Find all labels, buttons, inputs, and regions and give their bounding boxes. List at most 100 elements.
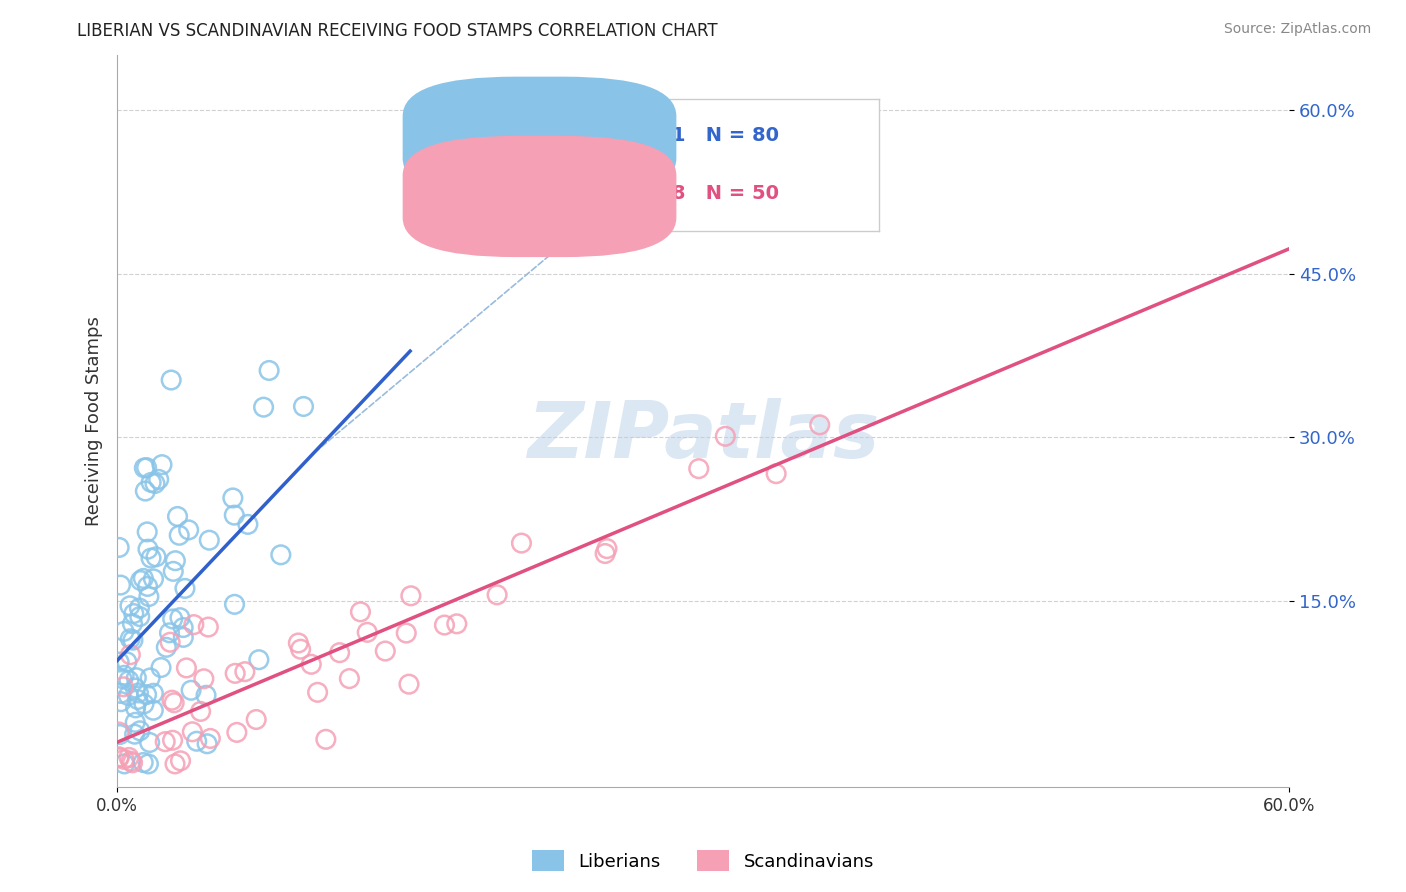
Point bbox=[224, 508, 246, 523]
Point bbox=[808, 417, 831, 432]
Point bbox=[287, 636, 309, 650]
Point bbox=[329, 646, 352, 660]
Point bbox=[108, 751, 131, 765]
Point bbox=[124, 715, 146, 730]
Point bbox=[125, 671, 148, 685]
Point bbox=[108, 541, 131, 555]
Point bbox=[245, 713, 267, 727]
Point bbox=[110, 578, 132, 592]
Point bbox=[349, 605, 371, 619]
Point bbox=[127, 686, 149, 700]
Point bbox=[121, 756, 143, 770]
Point bbox=[292, 400, 315, 414]
Point bbox=[257, 363, 280, 377]
Point bbox=[117, 689, 139, 703]
Point bbox=[150, 660, 173, 674]
Point bbox=[142, 572, 165, 586]
Point bbox=[247, 653, 270, 667]
Point bbox=[433, 618, 456, 632]
Point bbox=[108, 725, 131, 739]
Point bbox=[118, 599, 141, 613]
Point bbox=[172, 621, 194, 635]
Point bbox=[143, 476, 166, 491]
Point bbox=[167, 528, 190, 542]
Point bbox=[124, 727, 146, 741]
Point bbox=[165, 554, 187, 568]
Point bbox=[139, 475, 162, 490]
Point bbox=[714, 429, 737, 443]
Point bbox=[160, 693, 183, 707]
Point bbox=[174, 582, 197, 596]
Point bbox=[446, 616, 468, 631]
Point bbox=[127, 692, 149, 706]
Point bbox=[162, 612, 184, 626]
Point bbox=[139, 551, 162, 566]
Point bbox=[112, 756, 135, 771]
Point bbox=[233, 665, 256, 679]
Point bbox=[135, 460, 157, 475]
Point bbox=[112, 680, 135, 694]
Point bbox=[593, 547, 616, 561]
Point bbox=[399, 589, 422, 603]
Point bbox=[128, 601, 150, 615]
Point bbox=[172, 631, 194, 645]
Point bbox=[596, 541, 619, 556]
Point bbox=[118, 750, 141, 764]
Point bbox=[120, 632, 142, 646]
Point bbox=[112, 624, 135, 639]
Point bbox=[315, 732, 337, 747]
Point bbox=[198, 533, 221, 548]
Point bbox=[169, 754, 191, 768]
Point bbox=[252, 400, 274, 414]
Point bbox=[121, 616, 143, 631]
Point bbox=[159, 625, 181, 640]
Point bbox=[160, 373, 183, 387]
Point bbox=[132, 756, 155, 770]
Point bbox=[129, 574, 152, 588]
Point bbox=[139, 671, 162, 685]
Point bbox=[486, 588, 509, 602]
Point bbox=[111, 672, 134, 686]
Point bbox=[270, 548, 292, 562]
Point bbox=[112, 752, 135, 766]
Point bbox=[197, 620, 219, 634]
Point bbox=[356, 625, 378, 640]
Point bbox=[290, 642, 312, 657]
Point bbox=[398, 677, 420, 691]
Text: Source: ZipAtlas.com: Source: ZipAtlas.com bbox=[1223, 22, 1371, 37]
Point bbox=[120, 754, 142, 768]
Point bbox=[108, 727, 131, 741]
Point bbox=[138, 735, 160, 749]
Point bbox=[159, 635, 181, 649]
Point bbox=[110, 695, 132, 709]
Point bbox=[128, 609, 150, 624]
Point bbox=[510, 536, 533, 550]
Point bbox=[124, 681, 146, 695]
Point bbox=[395, 626, 418, 640]
Point bbox=[337, 672, 360, 686]
Point bbox=[299, 657, 322, 672]
Point bbox=[122, 607, 145, 621]
Point bbox=[166, 509, 188, 524]
Point bbox=[169, 610, 191, 624]
Point bbox=[150, 458, 173, 472]
Point bbox=[222, 491, 245, 505]
Point bbox=[138, 590, 160, 604]
Point bbox=[195, 688, 218, 702]
Point bbox=[155, 640, 177, 655]
Point bbox=[153, 734, 176, 748]
Point bbox=[124, 701, 146, 715]
Point bbox=[200, 731, 222, 746]
Point bbox=[135, 688, 157, 702]
Point bbox=[688, 461, 710, 475]
Point bbox=[142, 686, 165, 700]
Point bbox=[177, 523, 200, 537]
Point bbox=[134, 484, 156, 499]
Point bbox=[110, 686, 132, 700]
Point bbox=[181, 724, 204, 739]
Point bbox=[186, 734, 208, 748]
Legend: Liberians, Scandinavians: Liberians, Scandinavians bbox=[524, 843, 882, 879]
Point bbox=[374, 644, 396, 658]
Y-axis label: Receiving Food Stamps: Receiving Food Stamps bbox=[86, 316, 103, 526]
Point bbox=[163, 696, 186, 710]
